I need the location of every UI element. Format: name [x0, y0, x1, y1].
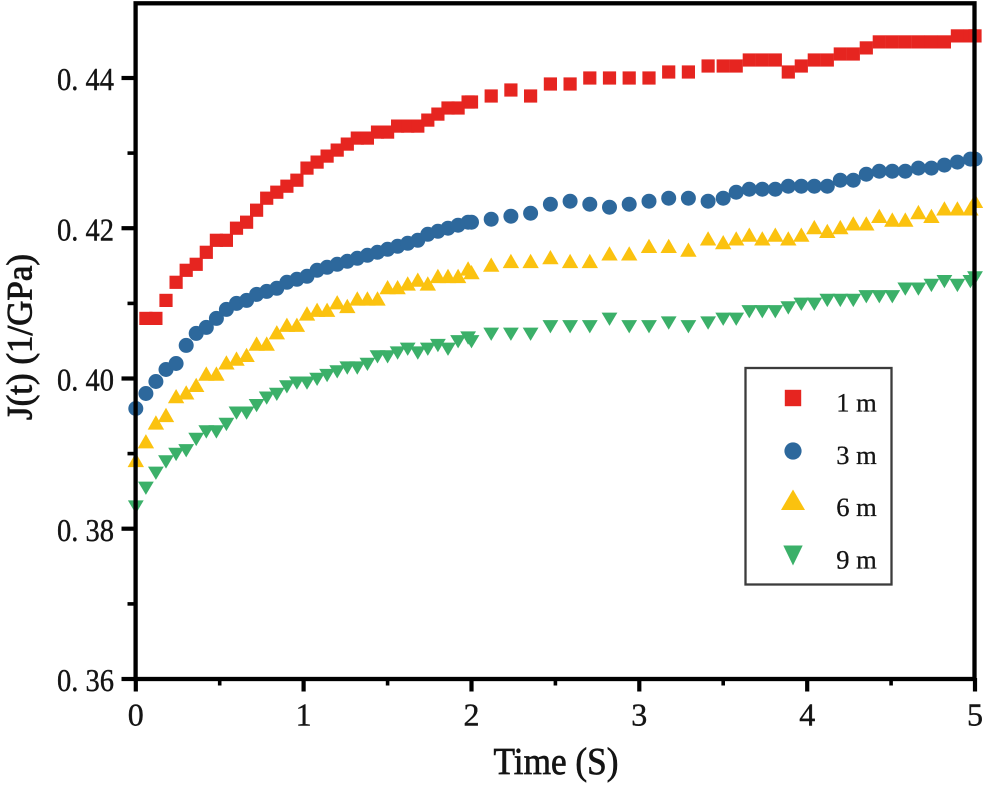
- svg-text:1: 1: [296, 697, 312, 733]
- svg-text:0: 0: [128, 697, 144, 733]
- svg-text:2: 2: [464, 697, 480, 733]
- svg-text:0. 38: 0. 38: [57, 512, 114, 548]
- svg-text:4: 4: [799, 697, 815, 733]
- svg-text:0. 44: 0. 44: [57, 61, 114, 97]
- svg-text:Time (S): Time (S): [494, 741, 619, 783]
- svg-text:J(t) (1/GPa): J(t) (1/GPa): [0, 254, 40, 420]
- svg-text:0. 40: 0. 40: [57, 362, 114, 398]
- svg-text:9 m: 9 m: [836, 544, 877, 574]
- svg-text:0. 42: 0. 42: [57, 211, 114, 247]
- svg-text:5: 5: [967, 697, 983, 733]
- svg-text:3: 3: [631, 697, 647, 733]
- svg-text:1 m: 1 m: [836, 388, 877, 418]
- svg-text:6 m: 6 m: [836, 492, 877, 522]
- svg-text:0. 36: 0. 36: [57, 662, 114, 698]
- svg-text:3 m: 3 m: [836, 440, 877, 470]
